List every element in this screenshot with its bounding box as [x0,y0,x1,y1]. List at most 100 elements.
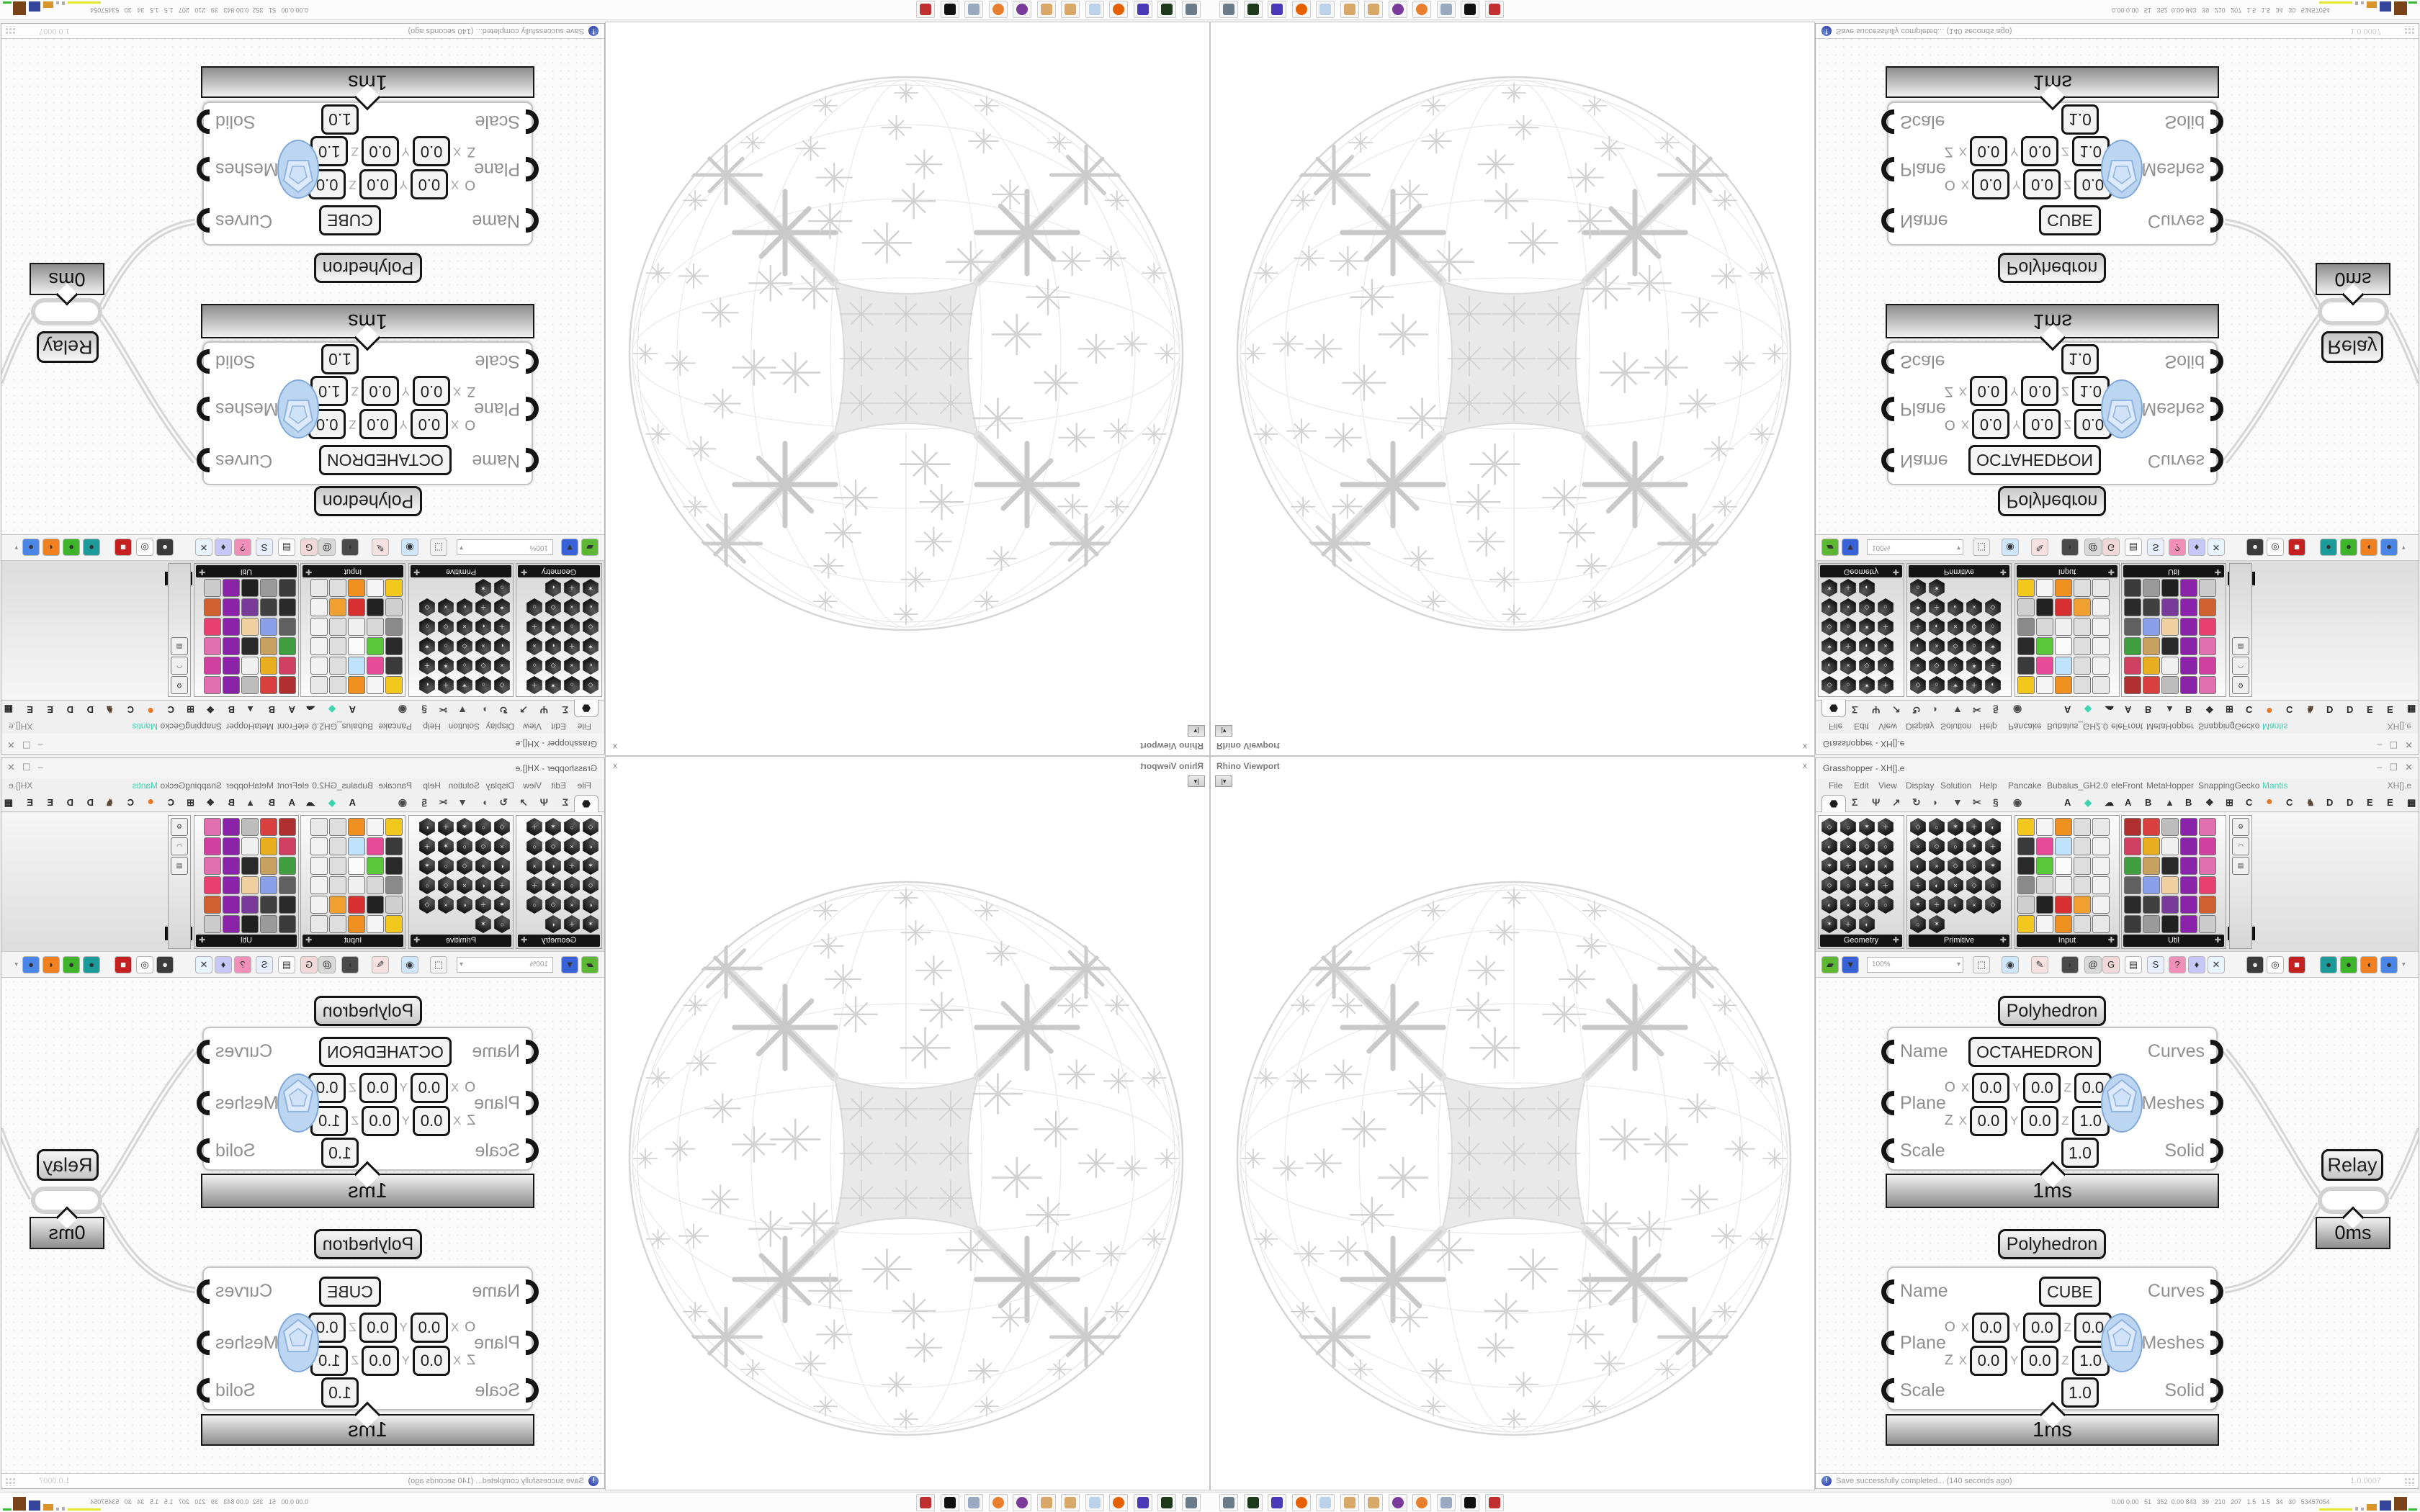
minimize-button[interactable]: – [2377,739,2383,750]
palette-icon[interactable]: ◇ [1947,637,1964,655]
palette-icon[interactable] [310,657,328,675]
menu-metahopper[interactable]: MetaHopper [225,780,274,791]
menu-elefront[interactable]: eleFront [2111,721,2143,732]
plane-oy[interactable]: 0.0 [359,409,397,439]
taskbar-app-calculator-icon[interactable] [1085,1,1104,18]
palette-icon[interactable]: × [493,657,511,675]
tab-item[interactable]: ♞ [105,797,114,808]
palette-icon[interactable]: ＋ [475,896,492,914]
palette-icon[interactable] [2017,876,2035,894]
palette-icon[interactable] [260,637,277,655]
palette-icon[interactable] [385,657,403,675]
palette-icon[interactable]: ○ [1985,876,2001,894]
disc-icon[interactable]: @ [318,539,336,556]
palette-icon[interactable]: ◐ [493,637,511,655]
palette-icon[interactable] [2055,896,2072,914]
plane-zy[interactable]: 0.0 [361,1346,399,1376]
plane-zx[interactable]: 0.0 [413,376,451,406]
palette-icon[interactable]: × [456,876,473,894]
menu-bubalus-gh2-0[interactable]: Bubalus_GH2.0 [2047,721,2108,732]
palette-icon[interactable] [2199,896,2216,914]
tab-item[interactable]: ▲ [246,797,255,808]
zoom-combo[interactable]: 100% ▾ [1867,957,1963,973]
taskbar-app-archive-64-icon[interactable] [1134,1494,1152,1511]
close-button[interactable]: ✕ [2405,762,2413,773]
palette-icon[interactable] [223,637,240,655]
name-value-box[interactable]: CUBE [319,205,381,235]
palette-icon[interactable]: ◇ [493,676,511,694]
tab-icon[interactable]: ↗ [519,796,528,808]
palette-icon[interactable]: ◇ [1966,876,1982,894]
preview-eye-icon[interactable]: ◉ [401,539,418,556]
palette-icon[interactable]: ✶ [1929,915,1945,933]
palette-icon[interactable] [2092,818,2110,836]
tab-item[interactable]: D [2347,704,2354,715]
palette-icon[interactable] [2074,818,2091,836]
palette-icon[interactable] [310,915,328,933]
palette-icon[interactable] [2180,818,2197,836]
taskbar-app-media-player-icon[interactable] [1013,1,1032,18]
palette-icon[interactable] [2161,676,2179,694]
palette-icon[interactable]: ○ [1839,618,1857,636]
tab-icon[interactable]: Ψ [1872,704,1881,716]
palette-icon[interactable]: ◐ [418,676,436,694]
plane-zx[interactable]: 0.0 [1969,1106,2007,1136]
taskbar-app-terminal-icon[interactable] [1243,1494,1263,1511]
palette-icon[interactable] [2199,618,2216,636]
palette-icon[interactable] [2036,598,2053,616]
tab-icon[interactable]: § [421,704,427,716]
palette-icon[interactable]: ○ [1928,676,1945,694]
tab-item[interactable]: A [288,797,295,808]
palette-icon[interactable] [2199,579,2216,597]
palette-icon[interactable]: ◇ [1859,896,1875,914]
disc-icon[interactable]: @ [318,956,336,973]
palette-icon[interactable] [260,896,277,914]
palette-icon[interactable]: ✶ [475,579,492,597]
menu-item-right[interactable]: XH[].e [2387,721,2411,732]
green-sphere-icon[interactable]: ● [63,956,80,973]
plane-zx[interactable]: 0.0 [413,136,451,166]
palette-icon[interactable] [2161,579,2179,597]
palette-icon[interactable]: ＋ [1929,896,1945,914]
palette-icon[interactable]: ✶ [582,637,599,655]
palette-icon[interactable]: ◇ [1858,598,1876,616]
menu-elefront[interactable]: eleFront [277,721,309,732]
taskbar-app-system-settings-icon[interactable] [1219,1494,1238,1511]
plane-oy[interactable]: 0.0 [2023,1073,2061,1103]
palette-icon[interactable] [348,618,365,636]
menu-view[interactable]: View [1878,721,1897,732]
input-connector[interactable] [1881,448,1894,472]
chevron-down-icon[interactable]: ▾ [14,960,18,968]
frame-zoom-icon[interactable]: ⬚ [1973,539,1990,556]
palette-icon[interactable]: ○ [563,876,581,894]
palette-icon[interactable] [348,657,365,675]
tab-params-active[interactable]: ⬣ [1821,795,1846,812]
tab-icon[interactable]: ◗ [1932,704,1939,716]
palette-icon[interactable] [348,637,365,655]
tab-icon[interactable]: ◗ [481,704,488,716]
palette-icon[interactable]: ◇ [1966,618,1983,636]
palette-icon[interactable] [2092,579,2110,597]
menu-mantis[interactable]: Mantis [132,780,158,791]
tab-item[interactable]: D [2326,797,2334,808]
palette-icon[interactable]: ◐ [1985,818,2001,836]
save-icon[interactable]: ▼ [1842,539,1859,556]
palette-icon[interactable]: × [437,598,454,616]
tab-item[interactable]: B [2145,704,2152,715]
palette-icon[interactable] [2017,818,2035,836]
resize-grip[interactable] [6,26,16,35]
palette-icon[interactable]: × [526,637,543,655]
output-connector[interactable] [197,1091,210,1115]
tab-item[interactable]: E [2387,704,2393,715]
canvas-toolbar[interactable]: 100% ▾ ▰ ▼ ⬚ ◉ ✎ ◗ @ G ▤ S? ♦ ✕ ● ◎ ■ ● ● ◖ ● ▾ [1816,951,2419,978]
input-connector[interactable] [526,1378,539,1403]
search-icon[interactable]: S [2147,539,2164,556]
name-value-box[interactable]: OCTAHEDRON [1968,1037,2101,1067]
palette-icon[interactable]: ○ [418,876,436,894]
palette-icon[interactable]: ✶ [437,657,454,675]
tab-item[interactable]: E [47,704,53,715]
palette-icon[interactable] [367,857,384,875]
open-file-icon[interactable]: ▰ [1821,539,1839,556]
component-header[interactable]: Polyhedron [1998,1229,2106,1259]
component-header[interactable]: Polyhedron [1998,486,2106,516]
